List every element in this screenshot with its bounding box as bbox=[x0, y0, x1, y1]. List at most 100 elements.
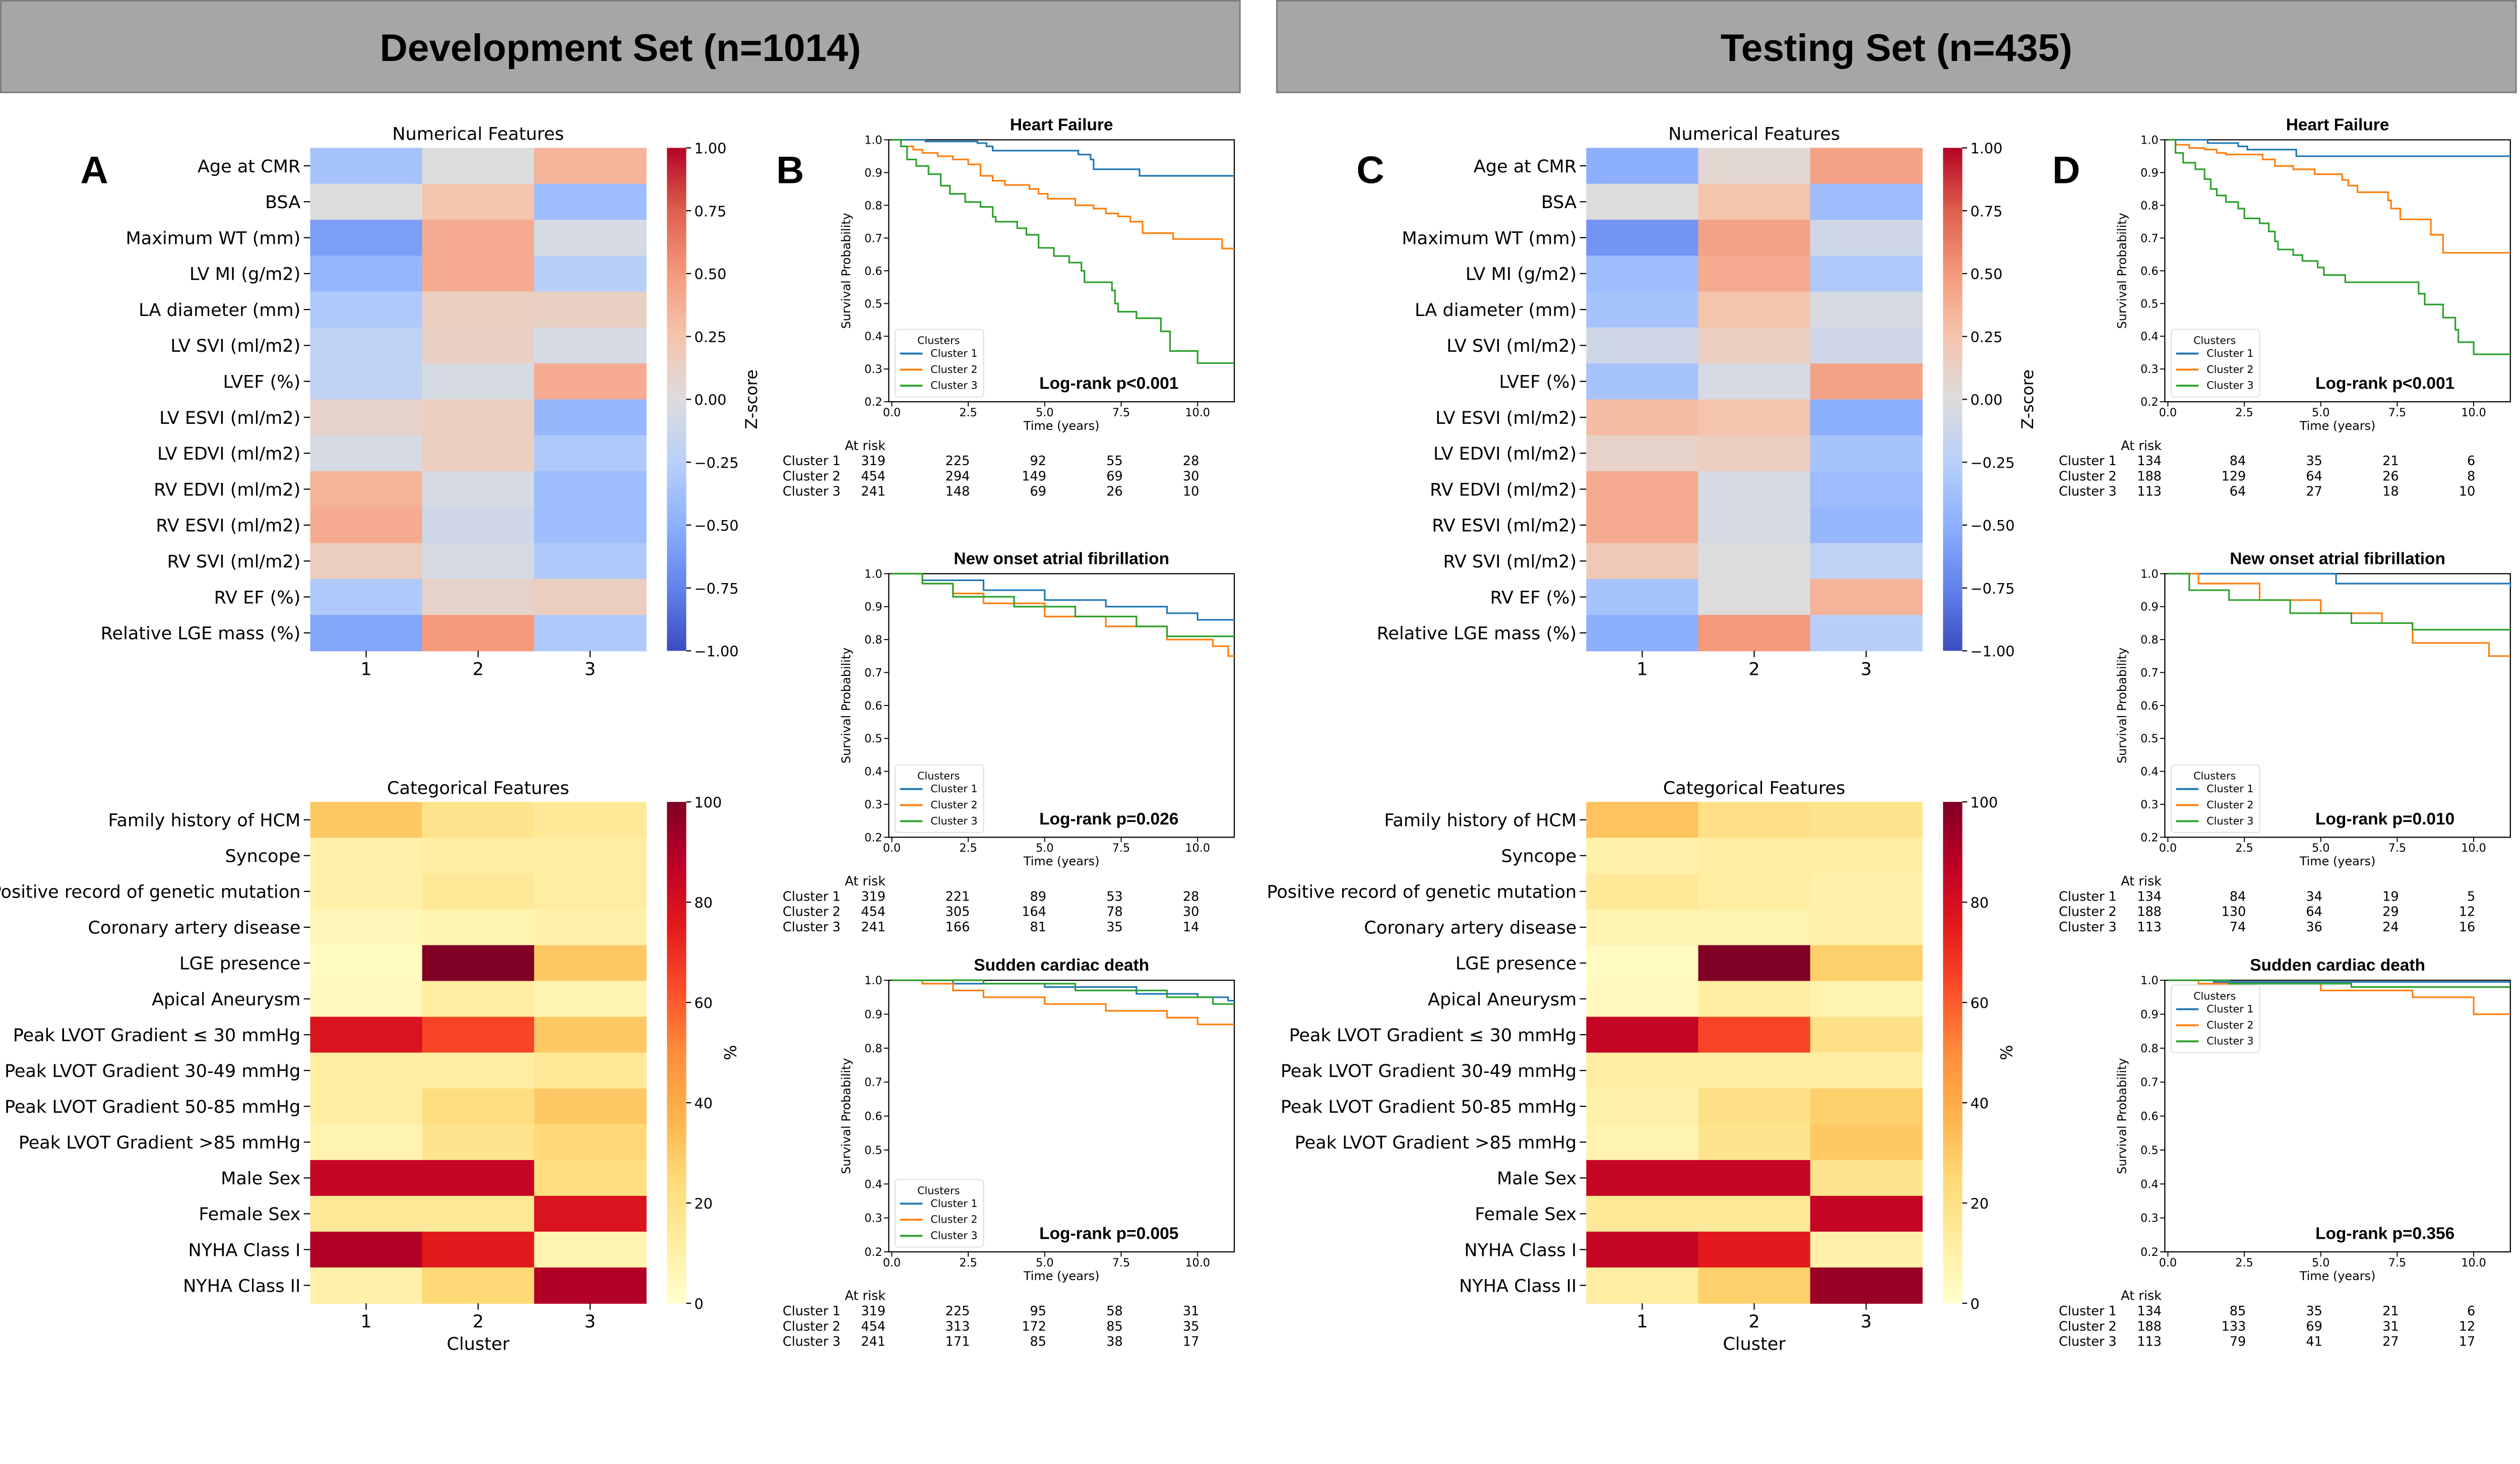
at-risk-row-label: Cluster 3 bbox=[2059, 484, 2117, 499]
at-risk-count: 26 bbox=[1106, 484, 1122, 499]
at-risk-row-label: Cluster 2 bbox=[783, 469, 841, 484]
heatmap-cell bbox=[422, 219, 535, 257]
heatmap-cell bbox=[1586, 873, 1699, 910]
heatmap-cell bbox=[1810, 543, 1923, 580]
y-tick-label: 0.4 bbox=[864, 1178, 882, 1191]
heatmap-cell bbox=[534, 219, 647, 257]
colorbar-tick-label: 20 bbox=[1970, 1195, 1989, 1212]
feature-label: Syncope bbox=[225, 846, 301, 867]
y-tick-label: 0.2 bbox=[2140, 831, 2158, 844]
legend-entry: Cluster 3 bbox=[2207, 815, 2253, 827]
heatmap-YlOrRd: Categorical Features Family history of HC… bbox=[1267, 778, 2016, 1354]
at-risk-count: 305 bbox=[946, 905, 970, 920]
legend-title: Clusters bbox=[2193, 770, 2236, 782]
feature-label: Syncope bbox=[1501, 846, 1577, 867]
at-risk-count: 29 bbox=[2382, 905, 2399, 920]
colorbar-tick-label: 20 bbox=[695, 1195, 713, 1212]
legend-entry: Cluster 2 bbox=[930, 363, 977, 375]
at-risk-count: 454 bbox=[861, 905, 886, 920]
feature-label: Relative LGE mass (%) bbox=[1377, 623, 1577, 644]
feature-label: Peak LVOT Gradient 50-85 mmHg bbox=[5, 1097, 300, 1117]
heatmap-cell bbox=[1586, 1124, 1699, 1161]
cluster-tick-label: 1 bbox=[1636, 659, 1648, 679]
feature-label: LA diameter (mm) bbox=[1415, 300, 1577, 321]
at-risk-count: 19 bbox=[2382, 889, 2399, 904]
legend-entry: Cluster 1 bbox=[930, 783, 977, 795]
legend-entry: Cluster 3 bbox=[930, 815, 977, 827]
km-plot: Heart Failure 0.2 0.3 0.4 0.5 0.6 0.7 0.8 0.9 1.0… bbox=[2059, 115, 2511, 499]
at-risk-count: 31 bbox=[1183, 1304, 1199, 1319]
y-tick-label: 0.9 bbox=[2140, 1008, 2158, 1021]
colorbar-tick-label: 0.25 bbox=[695, 329, 727, 346]
heatmap-cell bbox=[1698, 981, 1811, 1017]
survival-curve-cluster-1 bbox=[892, 572, 1234, 621]
survival-curve-cluster-2 bbox=[892, 979, 1234, 1026]
at-risk-count: 24 bbox=[2382, 920, 2399, 935]
y-tick-label: 0.2 bbox=[2140, 1246, 2158, 1259]
x-tick-label: 7.5 bbox=[2388, 1256, 2406, 1269]
at-risk-count: 241 bbox=[861, 920, 886, 935]
heatmap-cell bbox=[1810, 219, 1923, 257]
km-plot: New onset atrial fibrillation 0.2 0.3 0.4 0.… bbox=[783, 549, 1235, 935]
x-tick-label: 10.0 bbox=[2461, 406, 2486, 419]
heatmap-cell bbox=[422, 1016, 535, 1053]
at-risk-count: 58 bbox=[1106, 1304, 1122, 1319]
feature-label: Female Sex bbox=[199, 1204, 300, 1225]
at-risk-table: At risk Cluster 1 134 85 35 21 6 Cluster 2 188 13… bbox=[2059, 1289, 2475, 1350]
y-tick-label: 0.8 bbox=[864, 199, 882, 212]
feature-label: Coronary artery disease bbox=[1364, 918, 1577, 938]
legend-box bbox=[895, 1179, 984, 1248]
y-axis-label: Survival Probability bbox=[2115, 213, 2129, 329]
colorbar-tick-label: 0.75 bbox=[695, 203, 727, 220]
heatmap-cell bbox=[1698, 802, 1811, 839]
feature-label: NYHA Class II bbox=[183, 1276, 300, 1296]
y-axis-label: Survival Probability bbox=[2115, 1058, 2129, 1174]
at-risk-row-label: Cluster 2 bbox=[2059, 469, 2117, 484]
heatmap-title: Numerical Features bbox=[392, 123, 564, 144]
legend-title: Clusters bbox=[917, 334, 960, 346]
feature-label: LA diameter (mm) bbox=[139, 300, 300, 321]
at-risk-count: 21 bbox=[2382, 1304, 2399, 1319]
heatmap-cell bbox=[422, 838, 535, 874]
y-axis-label: Survival Probability bbox=[2115, 648, 2129, 763]
feature-label: NYHA Class I bbox=[188, 1240, 300, 1260]
at-risk-label: At risk bbox=[2121, 438, 2162, 454]
x-tick-label: 5.0 bbox=[2312, 406, 2329, 419]
feature-label: LVEF (%) bbox=[1499, 372, 1577, 393]
y-tick-label: 0.5 bbox=[2140, 732, 2158, 745]
legend-box bbox=[2171, 764, 2260, 833]
feature-label: Peak LVOT Gradient 30-49 mmHg bbox=[5, 1061, 300, 1081]
heatmap-cell bbox=[534, 838, 647, 874]
heatmap-cell bbox=[310, 291, 423, 328]
km-title: Heart Failure bbox=[1010, 115, 1113, 134]
feature-label: Relative LGE mass (%) bbox=[101, 623, 301, 644]
heatmap-cell bbox=[310, 1160, 423, 1196]
y-tick-label: 0.3 bbox=[2140, 798, 2158, 811]
at-risk-row-label: Cluster 2 bbox=[2059, 905, 2117, 920]
panel-letter: C bbox=[1356, 149, 1384, 192]
heatmap-cell bbox=[1698, 219, 1811, 257]
heatmap-cell bbox=[1810, 363, 1923, 400]
heatmap-cell bbox=[1698, 615, 1811, 652]
heatmap-cell bbox=[1810, 471, 1923, 508]
at-risk-count: 10 bbox=[1183, 484, 1199, 499]
heatmap-cell bbox=[1586, 1231, 1699, 1268]
colorbar-tick-label: 1.00 bbox=[695, 140, 727, 157]
heatmap-cell bbox=[1810, 838, 1923, 874]
survival-curve-cluster-1 bbox=[2168, 139, 2510, 157]
y-tick-label: 0.8 bbox=[2140, 199, 2158, 212]
heatmap-cell bbox=[1698, 471, 1811, 508]
x-tick-label: 2.5 bbox=[959, 406, 977, 419]
x-tick-label: 7.5 bbox=[1112, 406, 1130, 419]
heatmap-cell bbox=[310, 543, 423, 580]
heatmap-cell bbox=[422, 579, 535, 616]
heatmap-cell bbox=[310, 1052, 423, 1089]
cluster-tick-label: 3 bbox=[585, 1311, 596, 1332]
survival-curve-cluster-3 bbox=[892, 979, 1234, 1005]
heatmap-cell bbox=[534, 873, 647, 910]
heatmap-cell bbox=[422, 1231, 535, 1268]
heatmap-cell bbox=[1698, 1267, 1811, 1304]
